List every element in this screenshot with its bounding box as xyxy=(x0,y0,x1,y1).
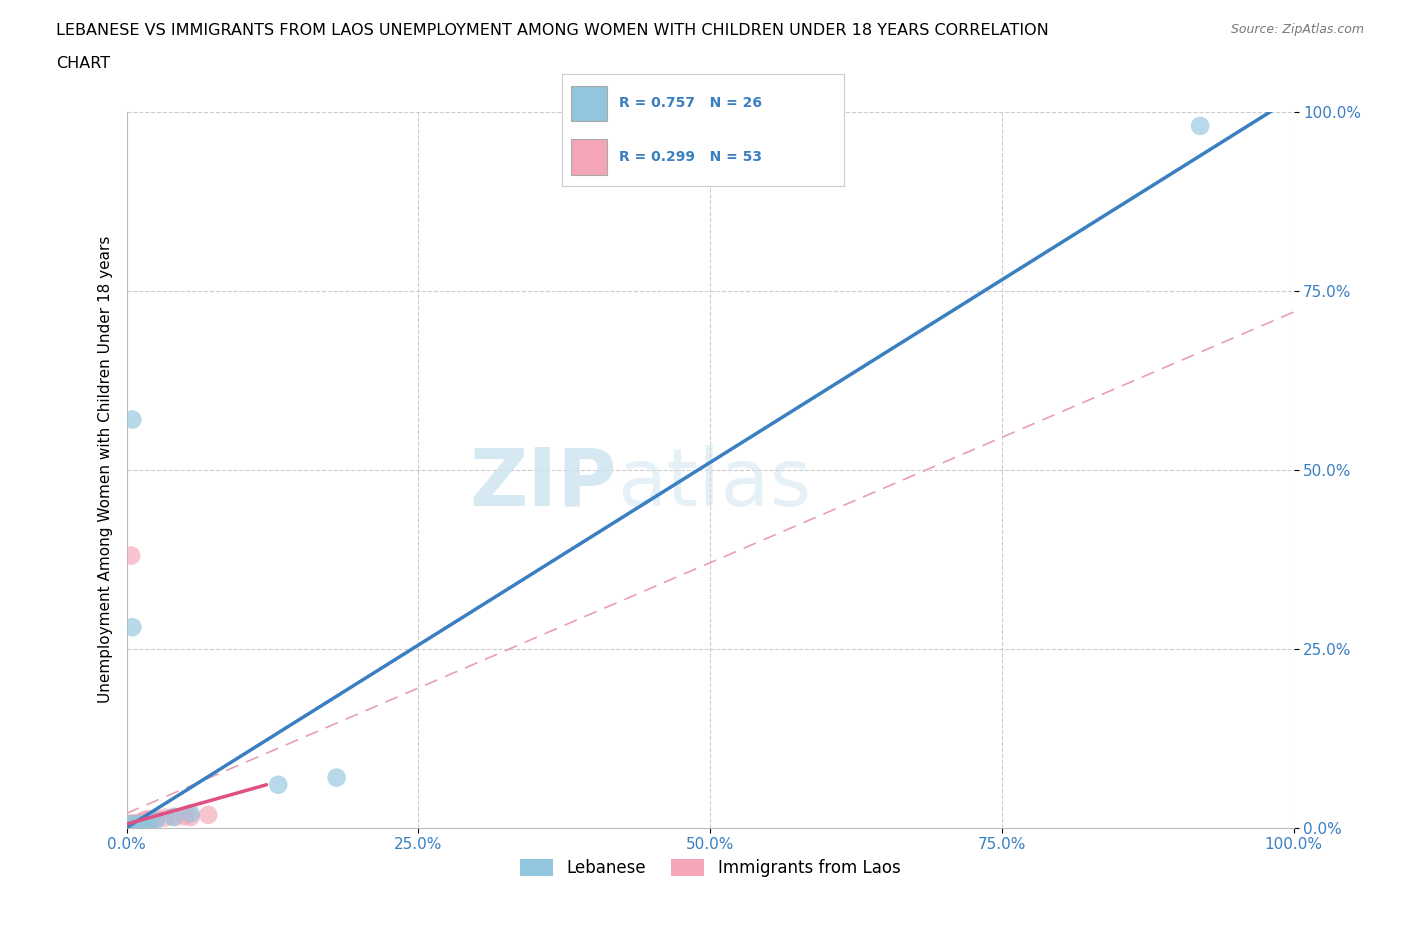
Text: LEBANESE VS IMMIGRANTS FROM LAOS UNEMPLOYMENT AMONG WOMEN WITH CHILDREN UNDER 18: LEBANESE VS IMMIGRANTS FROM LAOS UNEMPLO… xyxy=(56,23,1049,38)
Point xyxy=(118,820,141,835)
Point xyxy=(127,817,149,831)
Text: R = 0.299   N = 53: R = 0.299 N = 53 xyxy=(619,150,762,164)
Point xyxy=(125,816,148,830)
Point xyxy=(1189,118,1212,133)
Point xyxy=(127,818,149,833)
Point xyxy=(145,811,167,826)
Point xyxy=(115,818,138,833)
Point xyxy=(129,817,152,831)
Point xyxy=(118,818,141,833)
Point xyxy=(120,548,142,563)
Point xyxy=(115,817,138,832)
Point xyxy=(121,817,143,831)
Point xyxy=(122,820,145,835)
Point xyxy=(136,812,159,827)
Point xyxy=(115,820,138,835)
Point xyxy=(129,816,152,830)
Point xyxy=(122,820,145,835)
Point xyxy=(124,818,146,833)
Point xyxy=(118,820,141,835)
Point xyxy=(267,777,290,792)
Text: Source: ZipAtlas.com: Source: ZipAtlas.com xyxy=(1230,23,1364,36)
Point xyxy=(118,820,141,835)
Point xyxy=(125,820,148,835)
Point xyxy=(120,818,142,833)
Point xyxy=(115,818,138,833)
Point xyxy=(121,820,143,835)
Point xyxy=(122,818,145,833)
Point xyxy=(129,816,152,830)
Point xyxy=(118,817,141,831)
Point xyxy=(127,818,149,833)
Point xyxy=(115,820,138,835)
Point xyxy=(121,818,143,833)
Point xyxy=(132,817,155,831)
Text: CHART: CHART xyxy=(56,56,110,71)
Point xyxy=(139,815,162,830)
Point xyxy=(325,770,347,785)
Point xyxy=(180,809,202,824)
Point xyxy=(118,818,141,833)
Point xyxy=(125,818,148,833)
Point xyxy=(121,817,143,832)
Y-axis label: Unemployment Among Women with Children Under 18 years: Unemployment Among Women with Children U… xyxy=(97,236,112,703)
Point xyxy=(118,820,141,835)
Point xyxy=(118,818,141,833)
Point xyxy=(115,820,138,835)
Point xyxy=(127,820,149,835)
Point xyxy=(141,813,163,828)
Text: atlas: atlas xyxy=(617,445,811,523)
Point xyxy=(132,813,155,828)
Point xyxy=(118,817,141,832)
Point xyxy=(120,816,142,830)
Text: ZIP: ZIP xyxy=(470,445,617,523)
Point xyxy=(120,820,142,835)
Point xyxy=(174,809,197,824)
Point xyxy=(125,818,148,833)
Point xyxy=(121,412,143,427)
Point xyxy=(136,815,159,830)
Point xyxy=(121,818,143,833)
Point xyxy=(129,818,152,833)
Point xyxy=(120,820,142,835)
Point xyxy=(124,817,146,831)
Point xyxy=(115,820,138,835)
Point xyxy=(180,806,202,821)
Text: R = 0.757   N = 26: R = 0.757 N = 26 xyxy=(619,97,762,111)
Point xyxy=(153,810,176,825)
Point xyxy=(139,813,162,828)
FancyBboxPatch shape xyxy=(571,86,607,121)
Point xyxy=(132,815,155,830)
FancyBboxPatch shape xyxy=(571,140,607,175)
Point xyxy=(132,817,155,831)
Point xyxy=(125,818,148,833)
Point xyxy=(162,809,184,824)
Point xyxy=(131,815,153,830)
Point xyxy=(134,813,156,828)
Point xyxy=(115,817,138,832)
Legend: Lebanese, Immigrants from Laos: Lebanese, Immigrants from Laos xyxy=(513,852,907,883)
Point xyxy=(118,818,141,833)
Point xyxy=(121,619,143,634)
Point xyxy=(118,820,141,835)
Point xyxy=(120,820,142,835)
Point xyxy=(145,813,167,828)
Point xyxy=(165,809,187,824)
Point xyxy=(115,820,138,835)
Point xyxy=(127,817,149,831)
Point xyxy=(118,820,141,835)
Point xyxy=(115,820,138,835)
Point xyxy=(197,807,219,822)
Point xyxy=(115,818,138,833)
Point xyxy=(120,818,142,833)
